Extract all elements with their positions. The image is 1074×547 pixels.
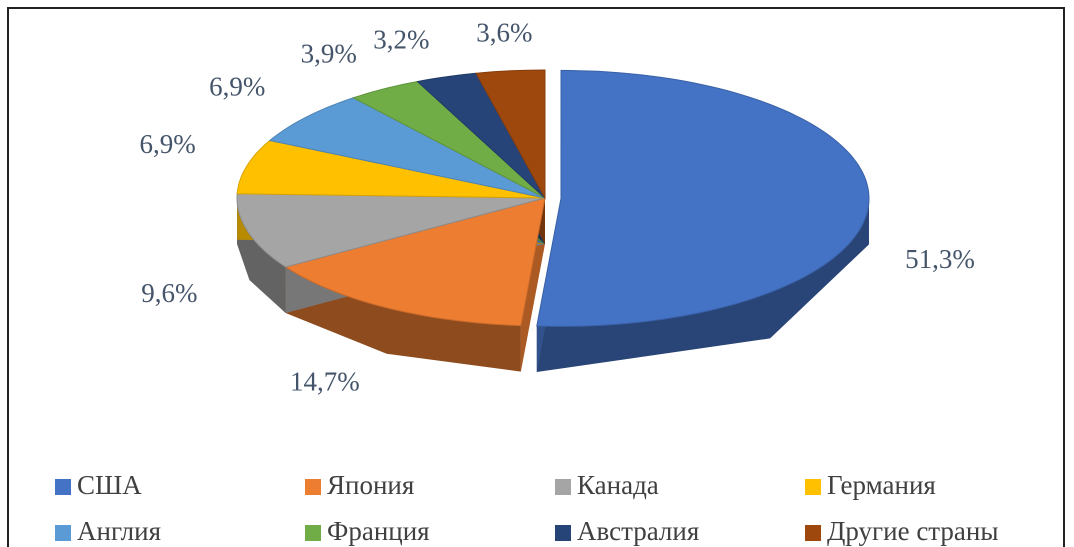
value-label: 6,9% [209,72,265,102]
legend-label: Другие страны [827,516,999,546]
legend-label: Япония [327,470,414,500]
slice [236,139,546,199]
slice [536,69,870,327]
slice [475,69,546,200]
legend-swatch [555,479,571,495]
slice [236,193,546,268]
value-label: 9,6% [141,278,197,308]
value-labels: 51,3% 14,7% 9,6% 6,9% 6,9% 3,9% 3,2% 3,6% [140,17,975,396]
legend-swatch [805,525,821,541]
slice [351,80,546,199]
legend-label: США [77,470,142,500]
value-label: 6,9% [140,129,196,159]
slice [268,97,546,199]
slice [284,197,546,327]
value-label: 14,7% [290,367,360,397]
slice [416,72,546,199]
slice-side [536,198,869,372]
legend-swatch [805,479,821,495]
legend-label: Австралия [577,516,699,546]
legend-swatch [305,525,321,541]
legend-swatch [305,479,321,495]
legend-swatch [55,525,71,541]
pie-tops [236,69,870,327]
legend-swatch [555,525,571,541]
legend-label: Канада [577,470,659,500]
slice-side [285,267,521,372]
legend-label: Франция [327,516,430,546]
slice-side [237,198,286,313]
legend: США Япония Канада Германия Англия Франция Авст… [55,470,999,546]
legend-label: Англия [77,516,161,546]
legend-swatch [55,479,71,495]
value-label: 3,6% [476,17,532,47]
value-label: 3,9% [301,39,357,69]
value-label: 51,3% [905,244,975,274]
value-label: 3,2% [373,24,429,54]
legend-label: Германия [827,470,936,500]
